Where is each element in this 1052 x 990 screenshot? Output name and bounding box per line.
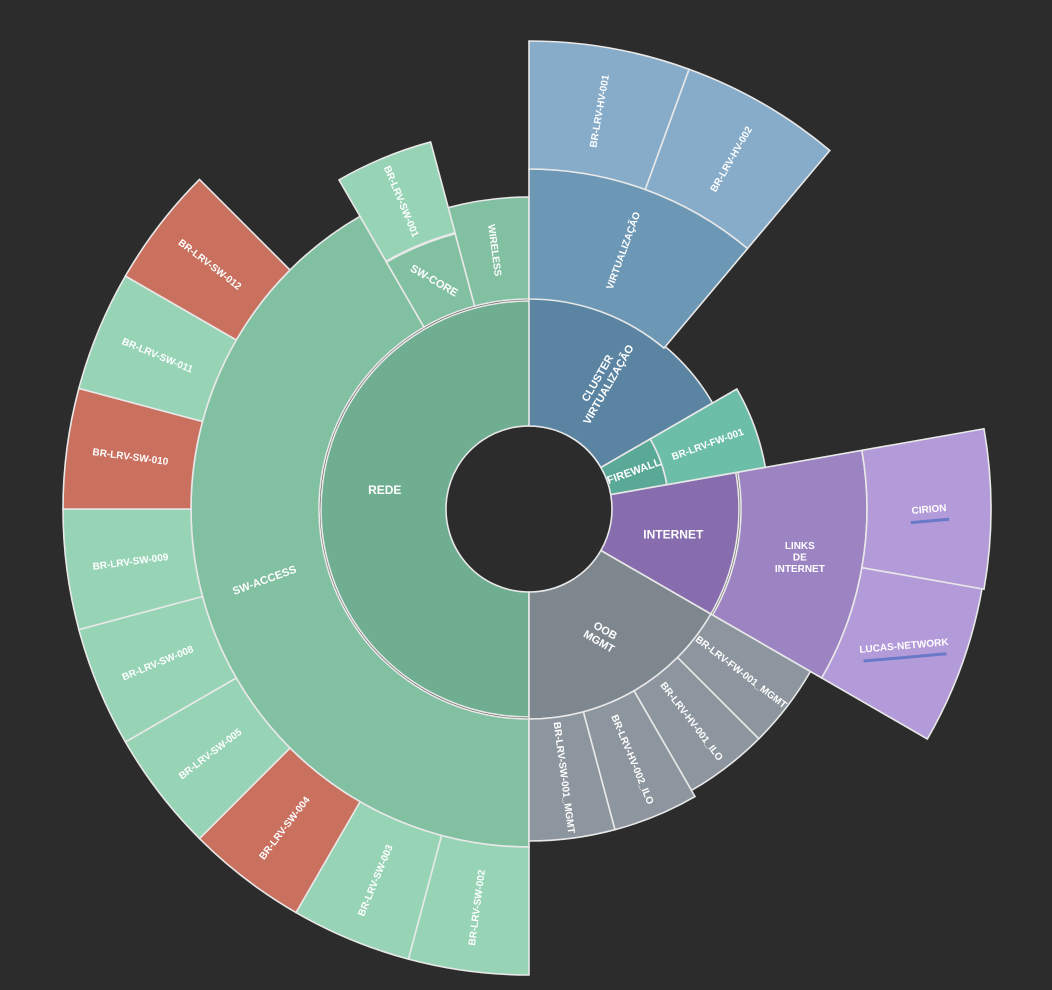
label-internet: INTERNET [643, 528, 704, 542]
segment-br-lrv-fw-001[interactable] [649, 387, 767, 486]
segment-br-lrv-sw-001-mgmt[interactable] [528, 710, 616, 842]
segment-br-lrv-sw-001[interactable] [337, 140, 456, 263]
segment-internet[interactable] [599, 471, 740, 616]
redaction-mark [910, 517, 950, 525]
segment-rede[interactable] [320, 300, 584, 718]
label-cirion: CIRION [911, 503, 947, 517]
segment-cirion[interactable] [860, 427, 992, 591]
redaction-mark [863, 652, 947, 663]
segment-br-lrv-sw-012[interactable] [124, 178, 292, 342]
segment-br-lrv-hv-002[interactable] [644, 68, 831, 250]
label-links-de-internet: LINKS DE INTERNET [775, 541, 825, 575]
segment-lucas-network[interactable] [820, 566, 983, 741]
label-rede: REDE [368, 483, 401, 497]
